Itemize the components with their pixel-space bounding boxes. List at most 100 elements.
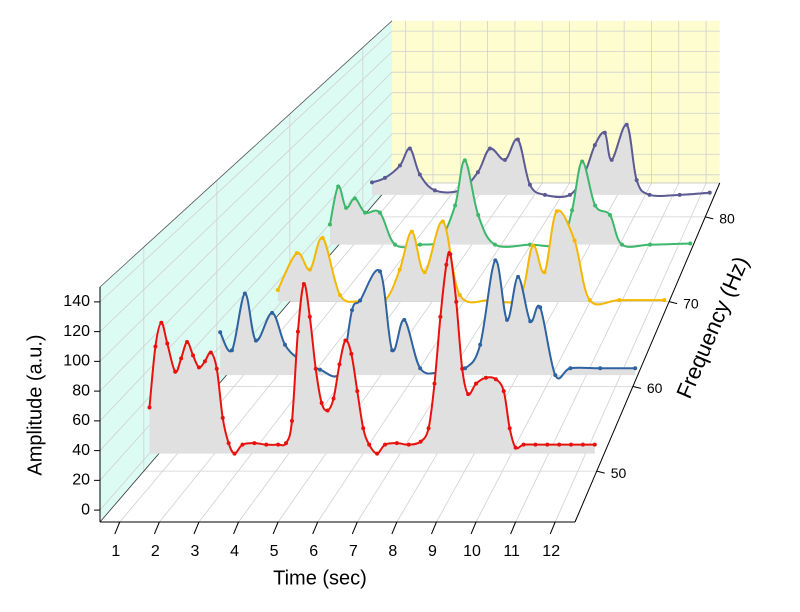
x-tick-label: 4 (230, 543, 239, 560)
data-point (538, 305, 543, 310)
data-point (493, 258, 498, 263)
data-point (393, 242, 398, 247)
data-point (284, 441, 289, 446)
y-tick-label: 80 (72, 382, 90, 399)
data-point (521, 442, 526, 447)
data-point (602, 130, 607, 135)
back-wall (392, 20, 720, 183)
data-point (527, 182, 532, 187)
data-point (147, 405, 152, 410)
data-point (325, 408, 330, 413)
data-point (569, 442, 574, 447)
data-point (355, 389, 360, 394)
data-point (361, 426, 366, 431)
x-axis-label: Time (sec) (273, 567, 367, 589)
data-point (185, 340, 190, 345)
data-point (214, 366, 219, 371)
x-tick-label: 6 (309, 543, 318, 560)
data-point (487, 146, 492, 151)
data-point (382, 175, 387, 180)
grid-line (99, 30, 393, 303)
data-point (598, 366, 603, 371)
data-point (218, 330, 223, 335)
data-point (283, 342, 288, 347)
x-tick-label: 1 (111, 543, 120, 560)
data-point (375, 451, 380, 456)
x-tick (153, 521, 160, 535)
data-point (530, 243, 535, 248)
data-point (383, 442, 387, 447)
data-point (320, 235, 325, 240)
data-point (253, 338, 258, 343)
data-point (317, 367, 322, 372)
data-point (432, 188, 437, 193)
data-point (337, 293, 342, 298)
data-point (397, 163, 402, 168)
data-point (634, 178, 639, 183)
data-point (378, 269, 383, 274)
x-tick-label: 5 (270, 543, 279, 560)
x-tick (351, 521, 358, 535)
data-point (358, 298, 363, 303)
data-point (502, 157, 507, 162)
data-point (179, 356, 184, 361)
data-point (476, 212, 481, 217)
data-point (617, 298, 622, 303)
data-point (507, 426, 512, 431)
data-point (159, 320, 164, 325)
data-point (426, 426, 431, 431)
data-point (619, 242, 624, 247)
data-point (580, 442, 585, 447)
data-point (493, 377, 498, 382)
data-point (397, 267, 402, 272)
x-tick-label: 10 (463, 543, 481, 560)
x-tick-label: 9 (428, 543, 437, 560)
data-point (545, 442, 550, 447)
data-point (609, 157, 614, 162)
grid-line (475, 182, 652, 523)
data-point (307, 267, 312, 272)
data-point (417, 172, 422, 177)
data-point (331, 396, 336, 401)
data-point (516, 274, 521, 279)
data-point (501, 389, 506, 394)
z-tick (632, 385, 642, 389)
grid-line (515, 182, 680, 523)
x-tick (233, 521, 240, 535)
data-point (633, 366, 638, 371)
x-tick-label: 8 (388, 543, 397, 560)
x-tick (510, 521, 517, 535)
x-tick (114, 521, 121, 535)
x-tick (549, 521, 556, 535)
grid-line (99, 112, 393, 422)
z-tick (705, 216, 714, 220)
data-point (432, 381, 437, 386)
y-axis-label: Amplitude (a.u.) (24, 334, 46, 475)
z-axis-label: Frequency (Hz) (671, 253, 753, 402)
data-point (554, 209, 559, 214)
x-tick-label: 12 (542, 543, 560, 560)
data-point (607, 212, 612, 217)
x-tick (312, 521, 319, 535)
data-point (462, 158, 467, 163)
series-line (328, 159, 691, 249)
data-point (454, 299, 459, 304)
data-point (707, 190, 712, 195)
data-point (593, 203, 598, 208)
area-fill (149, 251, 595, 454)
data-point (336, 184, 341, 189)
data-point (542, 270, 547, 275)
data-point (252, 441, 257, 446)
x-tick-label: 7 (349, 543, 358, 560)
data-point (232, 451, 237, 456)
data-point (363, 210, 368, 215)
data-point (557, 442, 562, 447)
data-point (418, 366, 423, 371)
data-point (240, 442, 245, 447)
data-point (580, 159, 585, 164)
data-point (662, 298, 667, 303)
data-point (390, 348, 395, 353)
y-tick-label: 100 (63, 353, 90, 370)
z-axis-line (574, 182, 721, 523)
data-point (344, 205, 349, 210)
